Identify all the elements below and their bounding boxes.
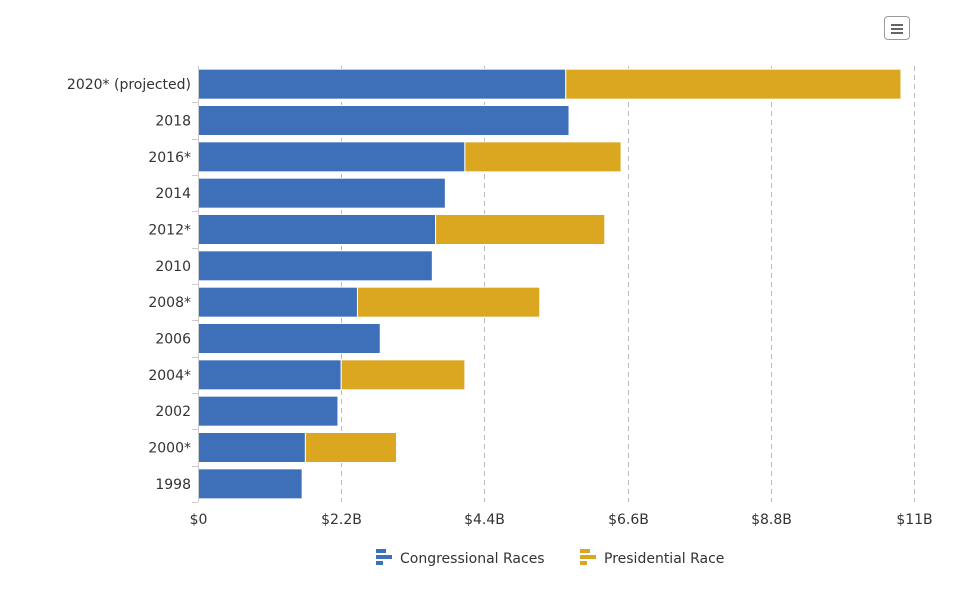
bar-congressional[interactable] (197, 214, 437, 245)
hamburger-menu-icon (891, 24, 903, 26)
chart-menu-button[interactable] (884, 16, 910, 40)
bar-chart-legend-icon (376, 549, 392, 565)
bar-congressional[interactable] (197, 323, 381, 354)
category-label: 2014 (155, 186, 191, 202)
grid-lines (341, 66, 915, 502)
hamburger-menu-icon-line (891, 32, 903, 34)
legend-icon-bar (376, 549, 386, 553)
bar-congressional[interactable] (197, 395, 339, 427)
legend-icon-bar (376, 561, 383, 565)
bar-congressional[interactable] (197, 286, 358, 318)
bar-congressional[interactable] (197, 468, 303, 500)
legend-label: Presidential Race (604, 551, 724, 567)
legend-item-presidential[interactable]: Presidential Race (580, 549, 724, 567)
category-label: 2006 (155, 332, 191, 348)
category-label: 2008* (148, 295, 191, 311)
x-tick-label: $8.8B (751, 512, 792, 528)
legend-icon-bar (580, 561, 587, 565)
bar-congressional[interactable] (197, 68, 567, 100)
category-label: 2018 (155, 114, 191, 130)
legend-icon-bar (580, 555, 596, 559)
legend-label: Congressional Races (400, 551, 545, 567)
legend-icon-bar (580, 549, 590, 553)
bar-presidential[interactable] (435, 214, 606, 245)
category-label: 2002 (155, 404, 191, 420)
category-label: 2000* (148, 441, 191, 457)
bar-presidential[interactable] (340, 359, 466, 391)
bar-congressional[interactable] (197, 432, 306, 463)
bar-presidential[interactable] (464, 141, 622, 173)
x-tick-label: $6.6B (608, 512, 649, 528)
legend[interactable]: Congressional Races Presidential Race (376, 549, 724, 567)
legend-item-congressional[interactable]: Congressional Races (376, 549, 545, 567)
category-label: 2010 (155, 259, 191, 275)
category-label: 2012* (148, 223, 191, 239)
bar-congressional[interactable] (197, 359, 342, 391)
x-tick-label: $11B (896, 512, 932, 528)
x-tick-label: $4.4B (464, 512, 505, 528)
bar-presidential[interactable] (356, 286, 541, 318)
category-label: 2020* (projected) (67, 77, 191, 93)
legend-icon-bar (376, 555, 392, 559)
hamburger-menu-icon-line (891, 28, 903, 30)
axes: $0 $2.2B $4.4B $6.6B $8.8B $11B 2020* (project… (67, 66, 933, 528)
category-label: 2016* (148, 150, 191, 166)
bar-chart-legend-icon (580, 549, 596, 565)
bars (197, 68, 902, 500)
bar-congressional[interactable] (197, 250, 433, 282)
bar-congressional[interactable] (197, 177, 446, 209)
bar-congressional[interactable] (197, 105, 570, 136)
x-tick-label: $2.2B (321, 512, 362, 528)
category-label: 2004* (148, 368, 191, 384)
category-label: 1998 (155, 477, 191, 493)
x-tick-label: $0 (190, 512, 208, 528)
bar-congressional[interactable] (197, 141, 466, 173)
bar-presidential[interactable] (565, 68, 902, 100)
bar-presidential[interactable] (304, 432, 398, 463)
